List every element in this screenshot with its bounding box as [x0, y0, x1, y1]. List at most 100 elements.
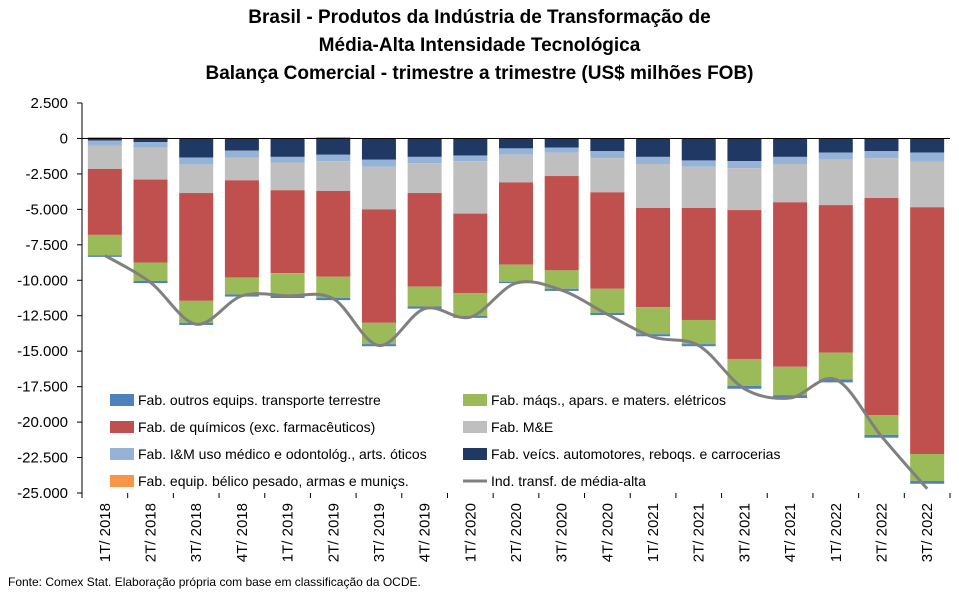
y-tick-label: -10.000	[17, 272, 68, 289]
bar-segment-s2-c7	[407, 163, 442, 194]
bar-segment-s2-c8	[453, 161, 488, 214]
x-category-label: 3T/ 2021	[736, 503, 753, 562]
bar-segment-s1-c12	[636, 156, 671, 164]
bar-segment-s3-c3	[224, 180, 259, 278]
bar-segment-s1-c15	[773, 156, 808, 164]
bar-segment-s1-c7	[407, 156, 442, 164]
bar-segment-s4-c15	[773, 366, 808, 396]
bar-segment-s2-c2	[179, 164, 214, 194]
y-tick-label: -7.500	[25, 237, 68, 254]
bar-segment-s6-c5	[316, 137, 351, 139]
bar-layer	[87, 137, 945, 484]
bar-segment-s1-c4	[270, 156, 305, 163]
bar-segment-s0-c3	[224, 138, 259, 151]
bar-segment-s1-c11	[590, 151, 625, 159]
axes-layer: 2.500 0 -2.500 -5.000 -7.500 -10.000 -12.500 -1…	[17, 95, 951, 562]
bar-segment-s3-c12	[636, 207, 671, 308]
bar-segment-s3-c9	[499, 182, 533, 265]
bar-segment-s2-c5	[316, 161, 351, 191]
bar-segment-s0-c8	[453, 138, 488, 156]
x-category-label: 3T/ 2019	[371, 503, 388, 562]
y-tick-label: -17.500	[17, 379, 68, 396]
bar-segment-s0-c10	[544, 138, 579, 148]
x-category-label: 1T/ 2019	[280, 503, 297, 562]
x-category-label: 2T/ 2018	[143, 503, 160, 562]
bar-segment-s4-c9	[499, 264, 533, 282]
bar-segment-s3-c5	[316, 190, 351, 277]
bar-segment-s1-c8	[453, 155, 488, 162]
bar-segment-s1-c16	[818, 152, 853, 160]
bar-segment-s1-c3	[224, 150, 259, 158]
legend-swatch-5	[463, 448, 487, 460]
x-category-label: 2T/ 2021	[691, 503, 708, 562]
chart-title-line-3: Balança Comercial - trimestre a trimestr…	[205, 63, 754, 84]
bar-segment-s0-c15	[773, 138, 808, 157]
legend-swatch-0	[110, 394, 134, 406]
x-category-label: 1T/ 2022	[828, 503, 845, 562]
bar-segment-s4-c10	[544, 270, 579, 289]
bar-segment-s0-c14	[727, 138, 762, 162]
bar-segment-s3-c15	[773, 202, 808, 367]
legend-label-4: Fab. I&M uso médico e odontológ., arts. …	[138, 446, 427, 462]
y-tick-label: 0	[60, 130, 68, 147]
bar-segment-s0-c7	[407, 138, 442, 157]
x-category-label: 1T/ 2020	[462, 503, 479, 562]
bar-segment-s2-c0	[87, 145, 122, 169]
legend-label-3: Fab. M&E	[491, 419, 553, 435]
bar-segment-s1-c6	[361, 159, 396, 167]
y-tick-label: -22.500	[17, 450, 68, 467]
legend-label-6: Fab. equip. bélico pesado, armas e muniç…	[138, 473, 409, 489]
bar-segment-s3-c7	[407, 193, 442, 287]
bar-segment-s0-c17	[864, 138, 899, 152]
bar-segment-s4-c16	[818, 352, 853, 380]
bar-segment-s4-c1	[133, 262, 168, 281]
bar-segment-s1-c5	[316, 154, 351, 162]
bar-segment-s0-c5	[316, 138, 351, 155]
bar-segment-s3-c17	[864, 198, 899, 415]
bar-segment-s2-c9	[499, 154, 533, 183]
line-layer	[104, 254, 929, 490]
bar-segment-s2-c6	[361, 166, 396, 210]
bar-segment-s1-c0	[87, 140, 122, 146]
bar-segment-s0-c9	[499, 138, 533, 149]
y-tick-label: -15.000	[17, 343, 68, 360]
chart-title-line-2: Média-Alta Intensidade Tecnológica	[318, 35, 641, 56]
bar-segment-s4-c5	[316, 276, 351, 298]
bar-segment-s0-c12	[636, 138, 671, 157]
bar-segment-s4-c12	[636, 307, 671, 335]
bar-segment-s3-c10	[544, 176, 579, 271]
bar-segment-s1-c2	[179, 157, 214, 165]
bar-segment-s3-c14	[727, 210, 762, 359]
bar-segment-s4-c14	[727, 358, 762, 386]
bar-segment-s5-c18	[910, 480, 945, 484]
bar-segment-s4-c2	[179, 300, 214, 323]
bar-segment-s3-c2	[179, 193, 214, 301]
bar-segment-s2-c16	[818, 159, 853, 206]
bar-segment-s2-c12	[636, 163, 671, 208]
x-category-label: 2T/ 2020	[508, 503, 525, 562]
bar-segment-s4-c8	[453, 293, 488, 316]
x-category-label: 3T/ 2022	[919, 503, 936, 562]
y-tick-label: -12.500	[17, 308, 68, 325]
legend-swatch-4	[110, 448, 134, 460]
bar-segment-s2-c15	[773, 163, 808, 203]
bar-segment-s4-c0	[87, 234, 122, 256]
x-category-label: 3T/ 2018	[188, 503, 205, 562]
bar-segment-s0-c2	[179, 138, 214, 158]
legend-swatch-3	[463, 421, 487, 433]
bar-segment-s0-c13	[681, 138, 716, 161]
legend: Fab. outros equips. transporte terrestre…	[110, 392, 780, 489]
bar-segment-s3-c1	[133, 179, 168, 263]
legend-swatch-6	[110, 475, 134, 487]
y-tick-label: -2.500	[25, 166, 68, 183]
bar-segment-s3-c8	[453, 213, 488, 294]
bar-segment-s4-c4	[270, 273, 305, 296]
bar-segment-s3-c13	[681, 207, 716, 320]
bar-segment-s4-c7	[407, 286, 442, 307]
legend-swatch-1	[463, 394, 487, 406]
bar-segment-s4-c6	[361, 322, 396, 345]
x-category-label: 4T/ 2018	[234, 503, 251, 562]
bar-segment-s0-c11	[590, 138, 625, 152]
bar-segment-s2-c17	[864, 158, 899, 199]
bar-segment-s0-c6	[361, 138, 396, 160]
